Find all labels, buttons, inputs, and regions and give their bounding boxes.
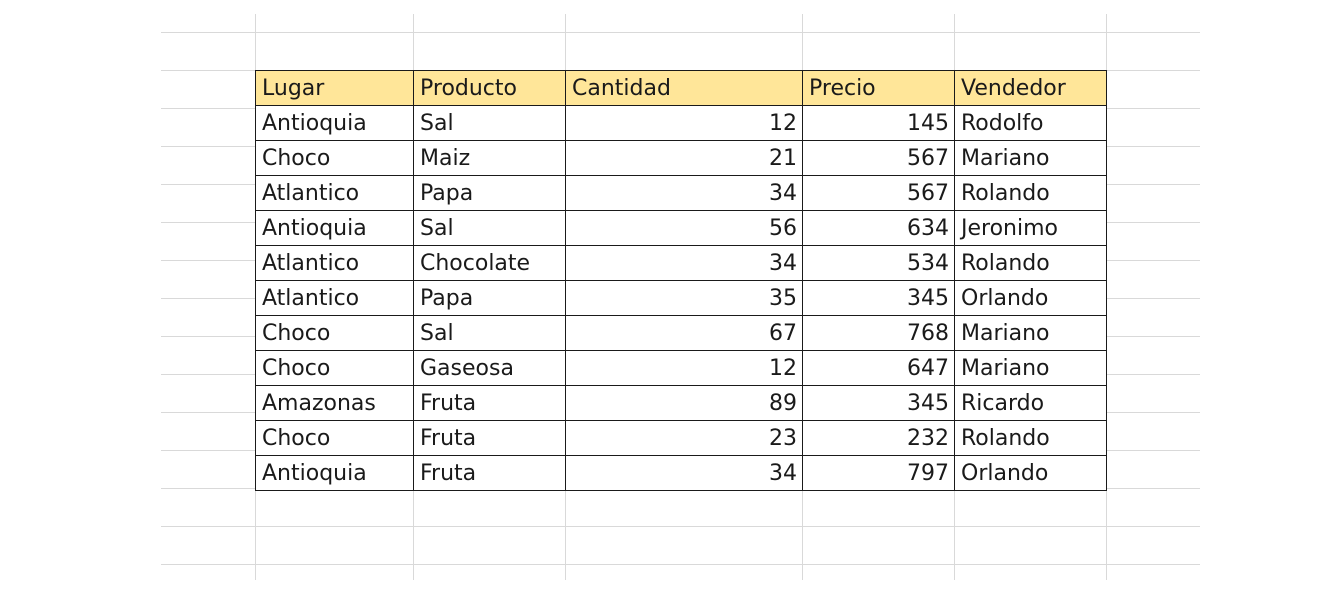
- cell-precio[interactable]: 232: [802, 420, 955, 456]
- cell-precio[interactable]: 567: [802, 175, 955, 211]
- table-row: Atlantico Papa 34 567 Rolando: [255, 175, 1107, 211]
- header-cell-vendedor[interactable]: Vendedor: [954, 70, 1107, 106]
- table-row: Atlantico Chocolate 34 534 Rolando: [255, 245, 1107, 281]
- cell-cantidad[interactable]: 23: [565, 420, 803, 456]
- row-gridline: [161, 564, 1200, 565]
- cell-lugar[interactable]: Choco: [255, 350, 414, 386]
- cell-cantidad[interactable]: 34: [565, 245, 803, 281]
- cell-lugar[interactable]: Atlantico: [255, 280, 414, 316]
- header-cell-cantidad[interactable]: Cantidad: [565, 70, 803, 106]
- cell-lugar[interactable]: Atlantico: [255, 245, 414, 281]
- cell-precio[interactable]: 797: [802, 455, 955, 491]
- cell-producto[interactable]: Fruta: [413, 455, 566, 491]
- table-row: Choco Fruta 23 232 Rolando: [255, 420, 1107, 456]
- header-cell-lugar[interactable]: Lugar: [255, 70, 414, 106]
- table-row: Choco Sal 67 768 Mariano: [255, 315, 1107, 351]
- cell-lugar[interactable]: Antioquia: [255, 455, 414, 491]
- table-row: Antioquia Sal 56 634 Jeronimo: [255, 210, 1107, 246]
- cell-cantidad[interactable]: 12: [565, 105, 803, 141]
- cell-vendedor[interactable]: Orlando: [954, 280, 1107, 316]
- cell-precio[interactable]: 768: [802, 315, 955, 351]
- cell-vendedor[interactable]: Mariano: [954, 350, 1107, 386]
- cell-lugar[interactable]: Choco: [255, 420, 414, 456]
- cell-producto[interactable]: Maiz: [413, 140, 566, 176]
- cell-precio[interactable]: 145: [802, 105, 955, 141]
- cell-vendedor[interactable]: Mariano: [954, 315, 1107, 351]
- cell-vendedor[interactable]: Ricardo: [954, 385, 1107, 421]
- cell-producto[interactable]: Fruta: [413, 385, 566, 421]
- cell-producto[interactable]: Sal: [413, 210, 566, 246]
- table-row: Antioquia Sal 12 145 Rodolfo: [255, 105, 1107, 141]
- cell-lugar[interactable]: Antioquia: [255, 105, 414, 141]
- cell-producto[interactable]: Sal: [413, 105, 566, 141]
- cell-cantidad[interactable]: 34: [565, 455, 803, 491]
- cell-producto[interactable]: Papa: [413, 175, 566, 211]
- cell-cantidad[interactable]: 21: [565, 140, 803, 176]
- data-table: Lugar Producto Cantidad Precio Vendedor …: [255, 70, 1107, 491]
- cell-vendedor[interactable]: Rolando: [954, 245, 1107, 281]
- cell-vendedor[interactable]: Rolando: [954, 175, 1107, 211]
- cell-vendedor[interactable]: Rodolfo: [954, 105, 1107, 141]
- cell-vendedor[interactable]: Mariano: [954, 140, 1107, 176]
- cell-lugar[interactable]: Antioquia: [255, 210, 414, 246]
- header-row: Lugar Producto Cantidad Precio Vendedor: [255, 70, 1107, 106]
- cell-cantidad[interactable]: 89: [565, 385, 803, 421]
- header-cell-producto[interactable]: Producto: [413, 70, 566, 106]
- cell-vendedor[interactable]: Orlando: [954, 455, 1107, 491]
- cell-cantidad[interactable]: 67: [565, 315, 803, 351]
- table-row: Atlantico Papa 35 345 Orlando: [255, 280, 1107, 316]
- table-row: Choco Gaseosa 12 647 Mariano: [255, 350, 1107, 386]
- cell-vendedor[interactable]: Rolando: [954, 420, 1107, 456]
- row-gridline: [161, 526, 1200, 527]
- cell-precio[interactable]: 345: [802, 385, 955, 421]
- cell-cantidad[interactable]: 56: [565, 210, 803, 246]
- cell-producto[interactable]: Papa: [413, 280, 566, 316]
- cell-precio[interactable]: 634: [802, 210, 955, 246]
- cell-cantidad[interactable]: 34: [565, 175, 803, 211]
- cell-precio[interactable]: 647: [802, 350, 955, 386]
- header-cell-precio[interactable]: Precio: [802, 70, 955, 106]
- cell-cantidad[interactable]: 35: [565, 280, 803, 316]
- cell-precio[interactable]: 534: [802, 245, 955, 281]
- row-gridline: [161, 32, 1200, 33]
- table-row: Antioquia Fruta 34 797 Orlando: [255, 455, 1107, 491]
- cell-producto[interactable]: Chocolate: [413, 245, 566, 281]
- cell-precio[interactable]: 567: [802, 140, 955, 176]
- cell-precio[interactable]: 345: [802, 280, 955, 316]
- cell-lugar[interactable]: Choco: [255, 140, 414, 176]
- table-row: Choco Maiz 21 567 Mariano: [255, 140, 1107, 176]
- cell-producto[interactable]: Fruta: [413, 420, 566, 456]
- cell-vendedor[interactable]: Jeronimo: [954, 210, 1107, 246]
- cell-lugar[interactable]: Choco: [255, 315, 414, 351]
- cell-lugar[interactable]: Atlantico: [255, 175, 414, 211]
- cell-producto[interactable]: Sal: [413, 315, 566, 351]
- cell-lugar[interactable]: Amazonas: [255, 385, 414, 421]
- cell-cantidad[interactable]: 12: [565, 350, 803, 386]
- cell-producto[interactable]: Gaseosa: [413, 350, 566, 386]
- table-row: Amazonas Fruta 89 345 Ricardo: [255, 385, 1107, 421]
